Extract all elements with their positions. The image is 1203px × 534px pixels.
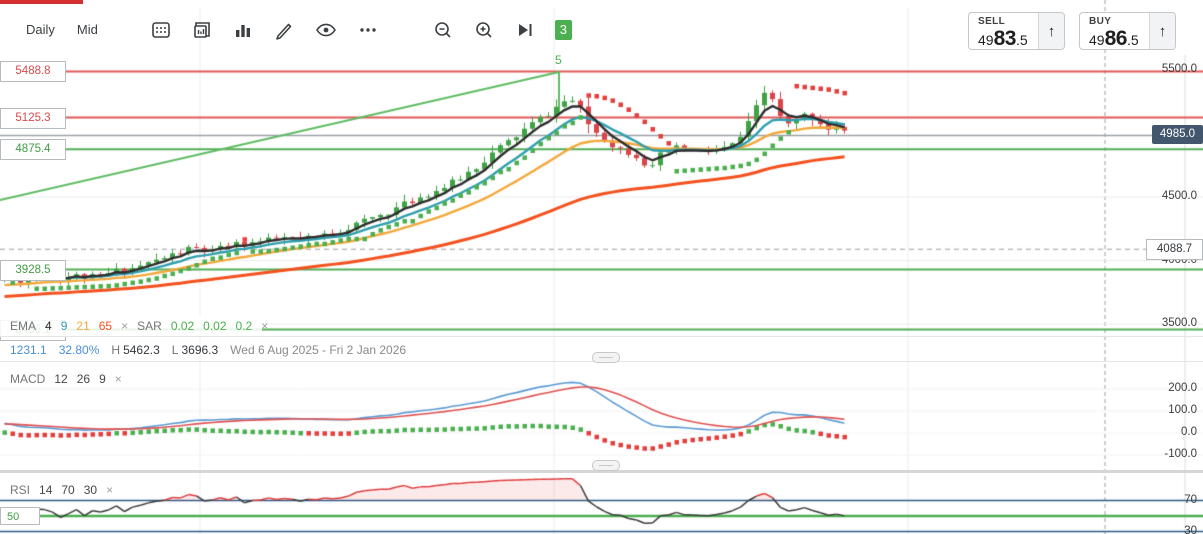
sell-price: SELL 4983.5 [969,13,1038,49]
rsi-oversold: 30 [83,483,98,497]
eye-icon[interactable] [310,15,342,45]
axis-tick-label: 3500.0 [1161,317,1197,329]
more-options-icon[interactable] [353,15,383,45]
panel-resize-handle[interactable] [592,460,620,471]
price-level-label[interactable]: 3928.5 [0,259,66,281]
bar-chart-icon[interactable] [228,15,258,45]
sell-direction-arrow-icon: ↑ [1038,13,1064,49]
high-value: 5462.3 [123,343,160,357]
macd-legend-label: MACD [10,372,46,386]
alert-level-label[interactable]: 4088.7 [1146,239,1203,261]
date-range: Wed 6 Aug 2025 - Fri 2 Jan 2026 [230,343,407,357]
sar-param-1: 0.02 [170,318,195,333]
rsi-legend-label: RSI [10,483,31,497]
sell-price-prefix: 49 [978,32,994,48]
buy-price: BUY 4986.5 [1080,13,1149,49]
macd-signal-period: 9 [99,372,106,386]
low-label: L [171,343,179,357]
buy-price-prefix: 49 [1089,32,1105,48]
range-percent: 32.80% [58,343,100,357]
axis-tick-label: 0.0 [1181,426,1197,438]
axis-tick-label: 4500.0 [1161,190,1197,202]
price-level-label[interactable]: 5488.8 [0,61,66,83]
wave-annotation: 5 [555,53,562,68]
go-to-latest-icon[interactable] [510,15,540,45]
rsi-overbought: 70 [61,483,75,497]
macd-slow-period: 26 [76,372,91,386]
buy-label: BUY [1089,16,1112,27]
buy-price-suffix: .5 [1126,32,1139,48]
axis-tick-label: 5500.0 [1161,63,1197,75]
ema-period-21: 21 [76,318,90,333]
axis-tick-label: -100.0 [1164,448,1197,460]
buy-price-big: 86 [1104,27,1128,50]
zoom-in-icon[interactable] [469,15,499,45]
panel-divider [0,336,1203,337]
sell-button[interactable]: SELL 4983.5 ↑ [968,12,1065,50]
panel-divider [0,470,1203,473]
axis-tick-label: 70 [1184,493,1197,506]
axis-tick-label: 100.0 [1168,404,1197,416]
chart-toolbar: Daily Mid [0,4,978,55]
indicator-panel-icon[interactable] [187,15,217,45]
rsi-close-icon[interactable]: × [106,483,114,497]
low-value: 3696.3 [181,343,219,357]
sar-param-3: 0.2 [235,318,253,333]
buy-direction-arrow-icon: ↑ [1149,13,1175,49]
axis-tick-label: 30 [1184,524,1197,534]
buy-button[interactable]: BUY 4986.5 ↑ [1079,12,1176,50]
price-level-label[interactable]: 4875.4 [0,139,66,161]
ema-close-icon[interactable]: × [121,318,129,333]
sar-legend-label: SAR [137,318,162,333]
sell-price-suffix: .5 [1015,32,1028,48]
ema-period-9: 9 [60,318,68,333]
high-label: H [111,343,121,357]
chart-type-icon[interactable] [146,15,176,45]
ema-sar-legend: EMA 4 9 21 65 × SAR 0.02 0.02 0.2 × [0,315,268,336]
sell-price-big: 83 [993,27,1017,50]
price-mode-button[interactable]: Mid [69,16,106,43]
current-price-badge: 4985.0 [1152,125,1203,145]
notifications-badge[interactable]: 3 [554,19,572,40]
macd-legend: MACD 12 26 9 × [0,370,131,388]
loading-bar [0,0,83,4]
timeframe-button[interactable]: Daily [18,16,63,43]
zoom-out-icon[interactable] [428,15,458,45]
ema-period-65: 65 [98,318,113,333]
rsi-legend: RSI 14 70 30 × [0,481,122,499]
range-value: 1231.1 [10,343,47,357]
panel-resize-handle[interactable] [592,352,620,363]
macd-fast-period: 12 [54,372,68,386]
rsi-period: 14 [39,483,53,497]
draw-icon[interactable] [269,15,299,45]
ema-period-4: 4 [45,318,52,333]
sell-label: SELL [978,16,1006,27]
axis-tick-label: 200.0 [1168,382,1197,394]
rsi-midline-label: 50 [0,507,40,525]
sar-param-2: 0.02 [203,318,227,333]
sar-close-icon[interactable]: × [261,318,269,333]
chart-stats: 1231.1 32.80% H 5462.3 L 3696.3 Wed 6 Au… [0,340,418,360]
ema-legend-label: EMA [10,318,37,333]
macd-close-icon[interactable]: × [114,372,122,386]
price-level-label[interactable]: 5125.3 [0,107,66,129]
